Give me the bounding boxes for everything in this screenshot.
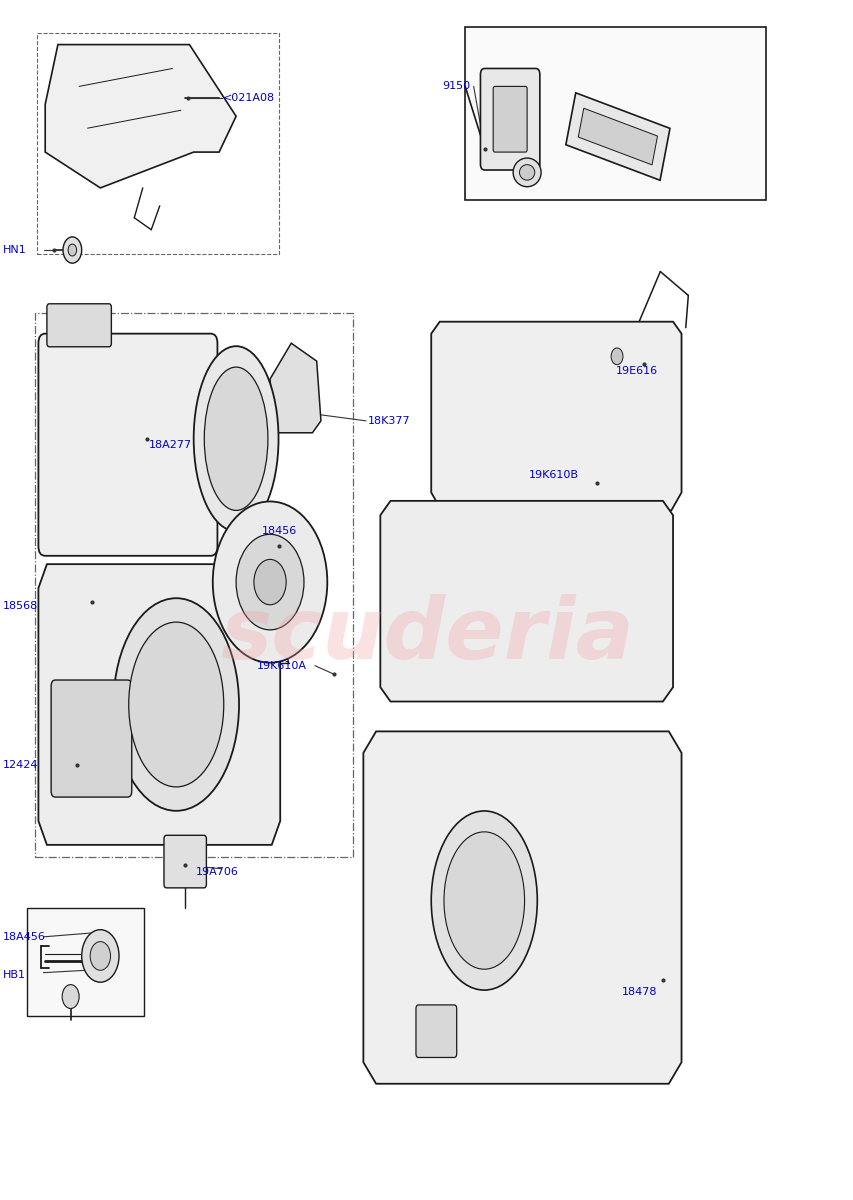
Polygon shape	[577, 108, 657, 164]
Text: 18568: 18568	[3, 601, 38, 611]
Ellipse shape	[113, 599, 239, 811]
Polygon shape	[380, 500, 672, 702]
Text: 18456: 18456	[261, 526, 297, 535]
Text: 18A277: 18A277	[148, 439, 192, 450]
Circle shape	[90, 942, 110, 971]
Text: 9150: 9150	[442, 82, 470, 91]
Text: 19K610B: 19K610B	[528, 469, 578, 480]
Circle shape	[82, 930, 119, 983]
Ellipse shape	[444, 832, 524, 970]
Circle shape	[62, 985, 79, 1008]
FancyBboxPatch shape	[47, 304, 111, 347]
Bar	[26, 908, 143, 1015]
FancyBboxPatch shape	[602, 334, 645, 379]
Circle shape	[611, 348, 622, 365]
Text: 19A706: 19A706	[196, 868, 239, 877]
Text: <021A08: <021A08	[223, 94, 276, 103]
Ellipse shape	[212, 502, 327, 662]
Polygon shape	[270, 343, 321, 433]
FancyBboxPatch shape	[164, 835, 206, 888]
Polygon shape	[431, 322, 681, 510]
FancyBboxPatch shape	[38, 334, 218, 556]
Text: 18478: 18478	[622, 986, 657, 997]
Text: 12424: 12424	[3, 760, 38, 770]
Circle shape	[68, 244, 77, 256]
Text: 18A456: 18A456	[3, 932, 45, 942]
Bar	[35, 313, 353, 857]
Text: HB1: HB1	[3, 970, 26, 980]
Ellipse shape	[204, 367, 268, 510]
Ellipse shape	[513, 158, 541, 187]
Ellipse shape	[235, 534, 304, 630]
Polygon shape	[45, 44, 235, 188]
Polygon shape	[363, 731, 681, 1084]
Bar	[465, 26, 765, 200]
Polygon shape	[38, 564, 280, 845]
FancyBboxPatch shape	[480, 68, 539, 170]
Bar	[37, 32, 278, 253]
Ellipse shape	[519, 164, 534, 180]
Text: 19K610A: 19K610A	[257, 661, 307, 671]
Ellipse shape	[431, 811, 537, 990]
FancyBboxPatch shape	[415, 1004, 456, 1057]
Ellipse shape	[129, 622, 223, 787]
FancyBboxPatch shape	[51, 680, 131, 797]
Text: HN1: HN1	[3, 245, 26, 256]
Circle shape	[63, 236, 82, 263]
Text: scuderia: scuderia	[220, 594, 633, 677]
Polygon shape	[566, 92, 670, 180]
Text: 18K377: 18K377	[367, 416, 409, 426]
Ellipse shape	[194, 346, 278, 532]
Ellipse shape	[253, 559, 286, 605]
Text: 19E616: 19E616	[615, 366, 657, 376]
FancyBboxPatch shape	[492, 86, 526, 152]
